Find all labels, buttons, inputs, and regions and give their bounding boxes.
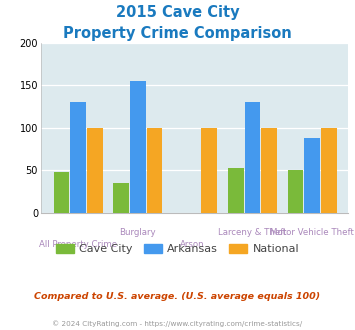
Bar xyxy=(87,128,103,213)
Text: 2015 Cave City: 2015 Cave City xyxy=(116,5,239,20)
Bar xyxy=(147,128,162,213)
Text: Burglary: Burglary xyxy=(120,228,156,237)
Bar xyxy=(130,81,146,213)
Text: Motor Vehicle Theft: Motor Vehicle Theft xyxy=(270,228,354,237)
Text: Compared to U.S. average. (U.S. average equals 100): Compared to U.S. average. (U.S. average … xyxy=(34,292,321,301)
Bar xyxy=(321,128,337,213)
Text: Larceny & Theft: Larceny & Theft xyxy=(218,228,287,237)
Bar xyxy=(54,172,70,213)
Bar xyxy=(304,138,320,213)
Bar xyxy=(114,183,129,213)
Text: Arson: Arson xyxy=(180,240,205,249)
Bar xyxy=(228,168,244,213)
Bar xyxy=(245,102,260,213)
Legend: Cave City, Arkansas, National: Cave City, Arkansas, National xyxy=(51,239,304,258)
Text: All Property Crime: All Property Crime xyxy=(39,240,117,249)
Bar xyxy=(70,102,86,213)
Bar xyxy=(261,128,277,213)
Bar xyxy=(201,128,217,213)
Text: Property Crime Comparison: Property Crime Comparison xyxy=(63,26,292,41)
Bar xyxy=(288,170,304,213)
Text: © 2024 CityRating.com - https://www.cityrating.com/crime-statistics/: © 2024 CityRating.com - https://www.city… xyxy=(53,320,302,327)
